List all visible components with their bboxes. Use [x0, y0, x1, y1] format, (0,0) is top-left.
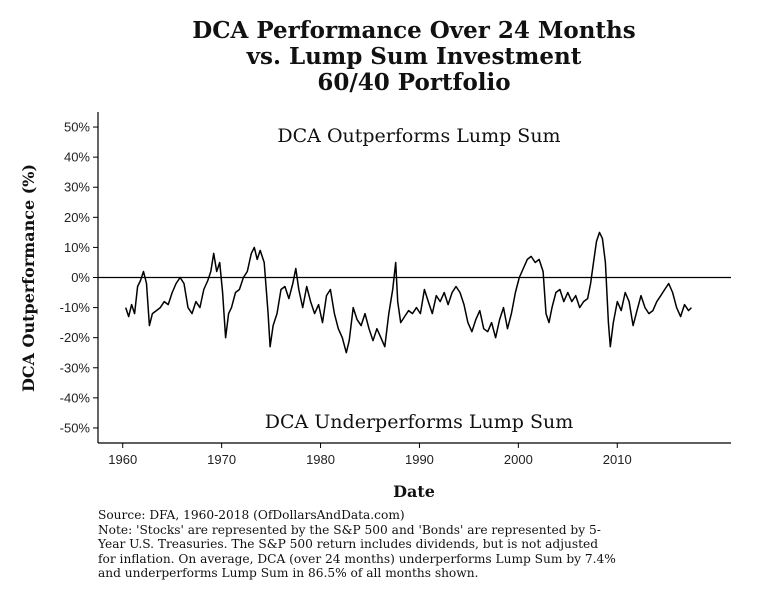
- y-tick-label: 50%: [64, 120, 90, 135]
- y-tick-label: 30%: [64, 180, 90, 195]
- y-tick-label: -50%: [60, 420, 91, 435]
- y-tick-label: -20%: [60, 330, 91, 345]
- x-tick-label: 2010: [603, 452, 632, 467]
- x-tick-label: 1960: [108, 452, 137, 467]
- x-axis-label: Date: [393, 482, 435, 501]
- note-line: and underperforms Lump Sum in 86.5% of a…: [98, 566, 479, 580]
- note-line: for inflation. On average, DCA (over 24 …: [98, 551, 616, 566]
- x-tick-label: 1970: [207, 452, 236, 467]
- title-line-3: 60/40 Portfolio: [317, 69, 510, 96]
- note-line: Year U.S. Treasuries. The S&P 500 return…: [98, 537, 599, 551]
- y-tick-label: -30%: [60, 360, 91, 375]
- chart-title: DCA Performance Over 24 Months vs. Lump …: [192, 17, 635, 96]
- x-tick-label: 2000: [504, 452, 533, 467]
- y-tick-label: -40%: [60, 390, 91, 405]
- y-tick-label: 10%: [64, 240, 90, 255]
- annotation-outperforms: DCA Outperforms Lump Sum: [277, 125, 560, 147]
- source-note: Source: DFA, 1960-2018 (OfDollarsAndData…: [98, 508, 738, 581]
- x-tick-label: 1980: [306, 452, 335, 467]
- y-tick-label: -10%: [60, 300, 91, 315]
- series-line-dca-outperformance: [124, 231, 692, 354]
- note-line: Note: 'Stocks' are represented by the S&…: [98, 522, 601, 537]
- y-tick-label: 0%: [71, 270, 90, 285]
- y-tick-label: 20%: [64, 210, 90, 225]
- y-tick-label: 40%: [64, 150, 90, 165]
- title-line-2: vs. Lump Sum Investment: [246, 43, 582, 70]
- source-line: Source: DFA, 1960-2018 (OfDollarsAndData…: [98, 508, 405, 522]
- x-axis-ticks: 1960 1970 1980 1990 2000 2010: [108, 443, 632, 467]
- y-axis-label: DCA Outperformance (%): [19, 164, 38, 392]
- x-tick-label: 1990: [405, 452, 434, 467]
- annotation-underperforms: DCA Underperforms Lump Sum: [265, 411, 573, 433]
- title-line-1: DCA Performance Over 24 Months: [192, 17, 635, 44]
- y-axis-ticks: 50% 40% 30% 20% 10% 0% -10% -20% -30% -40% -50%: [60, 120, 98, 435]
